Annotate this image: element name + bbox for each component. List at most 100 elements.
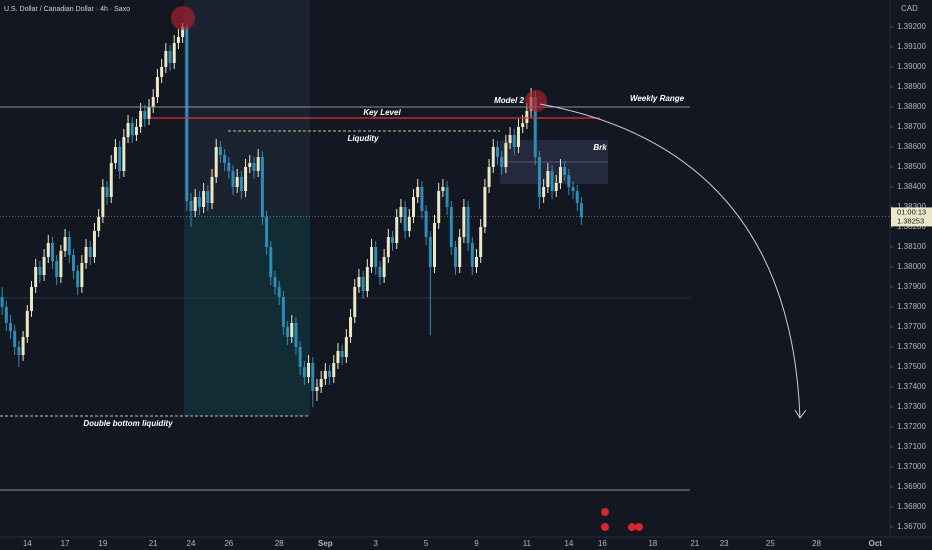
- y-tick-label: 1.37000: [897, 462, 926, 471]
- candle-body: [332, 363, 336, 377]
- candle-body: [290, 323, 294, 337]
- candle-body: [357, 277, 361, 287]
- candle-body: [483, 187, 487, 227]
- y-tick-label: 1.37700: [897, 322, 926, 331]
- candle-body: [214, 147, 218, 177]
- y-tick-label: 1.36900: [897, 482, 926, 491]
- candle-body: [244, 167, 248, 191]
- event-icon[interactable]: [635, 523, 643, 531]
- range-box: [184, 216, 310, 416]
- candle-body: [521, 123, 525, 127]
- y-tick-label: 1.38500: [897, 162, 926, 171]
- y-tick-label: 1.37400: [897, 382, 926, 391]
- candle-body: [441, 187, 445, 191]
- candle-body: [382, 257, 386, 277]
- x-tick-label: 14: [564, 539, 573, 548]
- candle-body: [185, 27, 189, 201]
- candle-body: [122, 137, 126, 171]
- candle-body: [525, 111, 529, 123]
- event-icon[interactable]: [601, 523, 609, 531]
- candle-body: [533, 97, 537, 157]
- event-icon[interactable]: [601, 508, 609, 516]
- candle-body: [420, 187, 424, 211]
- x-tick-label: Oct: [869, 539, 883, 548]
- x-tick-label: 21: [149, 539, 158, 548]
- candle-body: [495, 147, 499, 157]
- x-tick-label: 5: [424, 539, 429, 548]
- candle-body: [97, 217, 101, 231]
- x-tick-label: 28: [812, 539, 821, 548]
- y-tick-label: 1.36700: [897, 522, 926, 531]
- x-tick-label: 16: [598, 539, 607, 548]
- candle-body: [407, 217, 411, 231]
- candle-body: [374, 247, 378, 267]
- candle-body: [470, 243, 474, 267]
- candle-body: [210, 177, 214, 203]
- candle-body: [458, 237, 462, 267]
- y-tick-label: 1.39100: [897, 42, 926, 51]
- current-price-label: 1.38253: [897, 216, 924, 225]
- candle-body: [202, 191, 206, 207]
- candle-body: [164, 51, 168, 67]
- candle-body: [319, 379, 323, 387]
- candle-body: [563, 167, 567, 175]
- x-tick-label: Sep: [318, 539, 333, 548]
- x-tick-label: 28: [275, 539, 284, 548]
- candle-body: [172, 43, 176, 63]
- candle-body: [307, 363, 311, 377]
- x-tick-label: 21: [690, 539, 699, 548]
- x-tick-label: 26: [224, 539, 233, 548]
- candle-body: [391, 237, 395, 243]
- y-tick-label: 1.38700: [897, 122, 926, 131]
- annotation: Double bottom liquidity: [83, 419, 173, 428]
- annotation: Brk: [593, 143, 607, 152]
- candle-body: [416, 187, 420, 197]
- y-tick-label: 1.37500: [897, 362, 926, 371]
- candle-body: [353, 287, 357, 317]
- candle-body: [403, 207, 407, 231]
- currency-label: CAD: [901, 4, 918, 13]
- candle-body: [227, 163, 231, 171]
- candle-body: [29, 287, 33, 311]
- candle-body: [386, 237, 390, 257]
- candle-body: [340, 351, 344, 357]
- y-tick-label: 1.37800: [897, 302, 926, 311]
- candle-body: [248, 163, 252, 167]
- candle-body: [71, 255, 75, 271]
- candle-body: [269, 247, 273, 277]
- candle-body: [315, 387, 319, 391]
- y-tick-label: 1.39000: [897, 62, 926, 71]
- annotation: Key Level: [363, 108, 401, 117]
- candle-body: [328, 371, 332, 377]
- highlight-circle: [171, 6, 195, 30]
- candle-body: [508, 135, 512, 143]
- candle-body: [197, 197, 201, 207]
- y-tick-label: 1.37600: [897, 342, 926, 351]
- candle-body: [50, 243, 54, 261]
- candle-body: [424, 211, 428, 237]
- candle-body: [370, 247, 374, 267]
- candle-body: [575, 191, 579, 203]
- candle-body: [433, 223, 437, 267]
- current-price-label: 01:00:13: [897, 207, 926, 216]
- candle-body: [281, 297, 285, 327]
- candle-body: [193, 197, 197, 211]
- x-tick-label: 14: [23, 539, 32, 548]
- candle-body: [223, 155, 227, 163]
- y-tick-label: 1.38900: [897, 82, 926, 91]
- y-tick-label: 1.38000: [897, 262, 926, 271]
- candle-body: [558, 167, 562, 183]
- candle-body: [500, 157, 504, 167]
- x-tick-label: 23: [720, 539, 729, 548]
- candle-body: [437, 191, 441, 223]
- candle-body: [168, 51, 172, 63]
- candle-body: [277, 287, 281, 297]
- candle-body: [25, 311, 29, 337]
- candle-body: [449, 207, 453, 247]
- candle-body: [0, 297, 4, 307]
- candle-body: [63, 237, 67, 251]
- candle-body: [273, 277, 277, 287]
- candle-body: [512, 135, 516, 147]
- event-icon[interactable]: [628, 523, 636, 531]
